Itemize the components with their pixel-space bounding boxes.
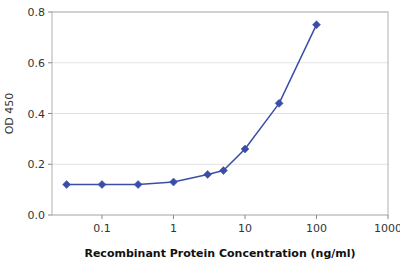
x-tick xyxy=(316,215,317,219)
y-tick-label: 0.2 xyxy=(28,158,46,171)
marker xyxy=(134,181,142,189)
x-tick-label: 10 xyxy=(238,222,252,235)
y-axis: 0.0 0.2 0.4 0.6 0.8 xyxy=(28,6,53,222)
marker xyxy=(169,178,177,186)
x-axis-label: Recombinant Protein Concentration (ng/ml… xyxy=(84,247,355,260)
x-axis: 0.1 1 10 100 1000 xyxy=(93,215,400,235)
y-tick xyxy=(48,113,52,114)
y-tick-label: 0.6 xyxy=(28,57,46,70)
x-tick xyxy=(388,215,389,219)
marker xyxy=(219,167,227,175)
x-tick-label: 100 xyxy=(306,222,327,235)
grid-line xyxy=(52,113,388,114)
line xyxy=(67,25,317,185)
y-tick xyxy=(48,62,52,63)
plot-frame xyxy=(52,12,388,215)
grid-line xyxy=(52,62,388,63)
y-tick xyxy=(48,12,52,13)
data-layer xyxy=(63,21,321,189)
marker xyxy=(204,170,212,178)
x-tick-label: 1000 xyxy=(374,222,400,235)
chart-container: 0.0 0.2 0.4 0.6 0.8 0.1 1 10 100 1000 Recombinant … xyxy=(0,0,400,267)
marker xyxy=(275,99,283,107)
y-tick-label: 0.4 xyxy=(28,108,46,121)
y-tick xyxy=(48,164,52,165)
y-tick-label: 0.8 xyxy=(28,6,46,19)
x-tick-label: 1 xyxy=(170,222,177,235)
x-tick xyxy=(101,215,102,219)
marker xyxy=(98,181,106,189)
y-tick xyxy=(48,215,52,216)
x-tick xyxy=(244,215,245,219)
marker xyxy=(241,145,249,153)
y-axis-label: OD 450 xyxy=(3,93,16,135)
chart: 0.0 0.2 0.4 0.6 0.8 0.1 1 10 100 1000 Recombinant … xyxy=(0,0,400,267)
marker xyxy=(312,21,320,29)
grid xyxy=(52,12,388,215)
x-tick xyxy=(173,215,174,219)
marker xyxy=(63,181,71,189)
grid-line xyxy=(52,164,388,165)
x-tick-label: 0.1 xyxy=(93,222,111,235)
y-tick-label: 0.0 xyxy=(28,209,46,222)
